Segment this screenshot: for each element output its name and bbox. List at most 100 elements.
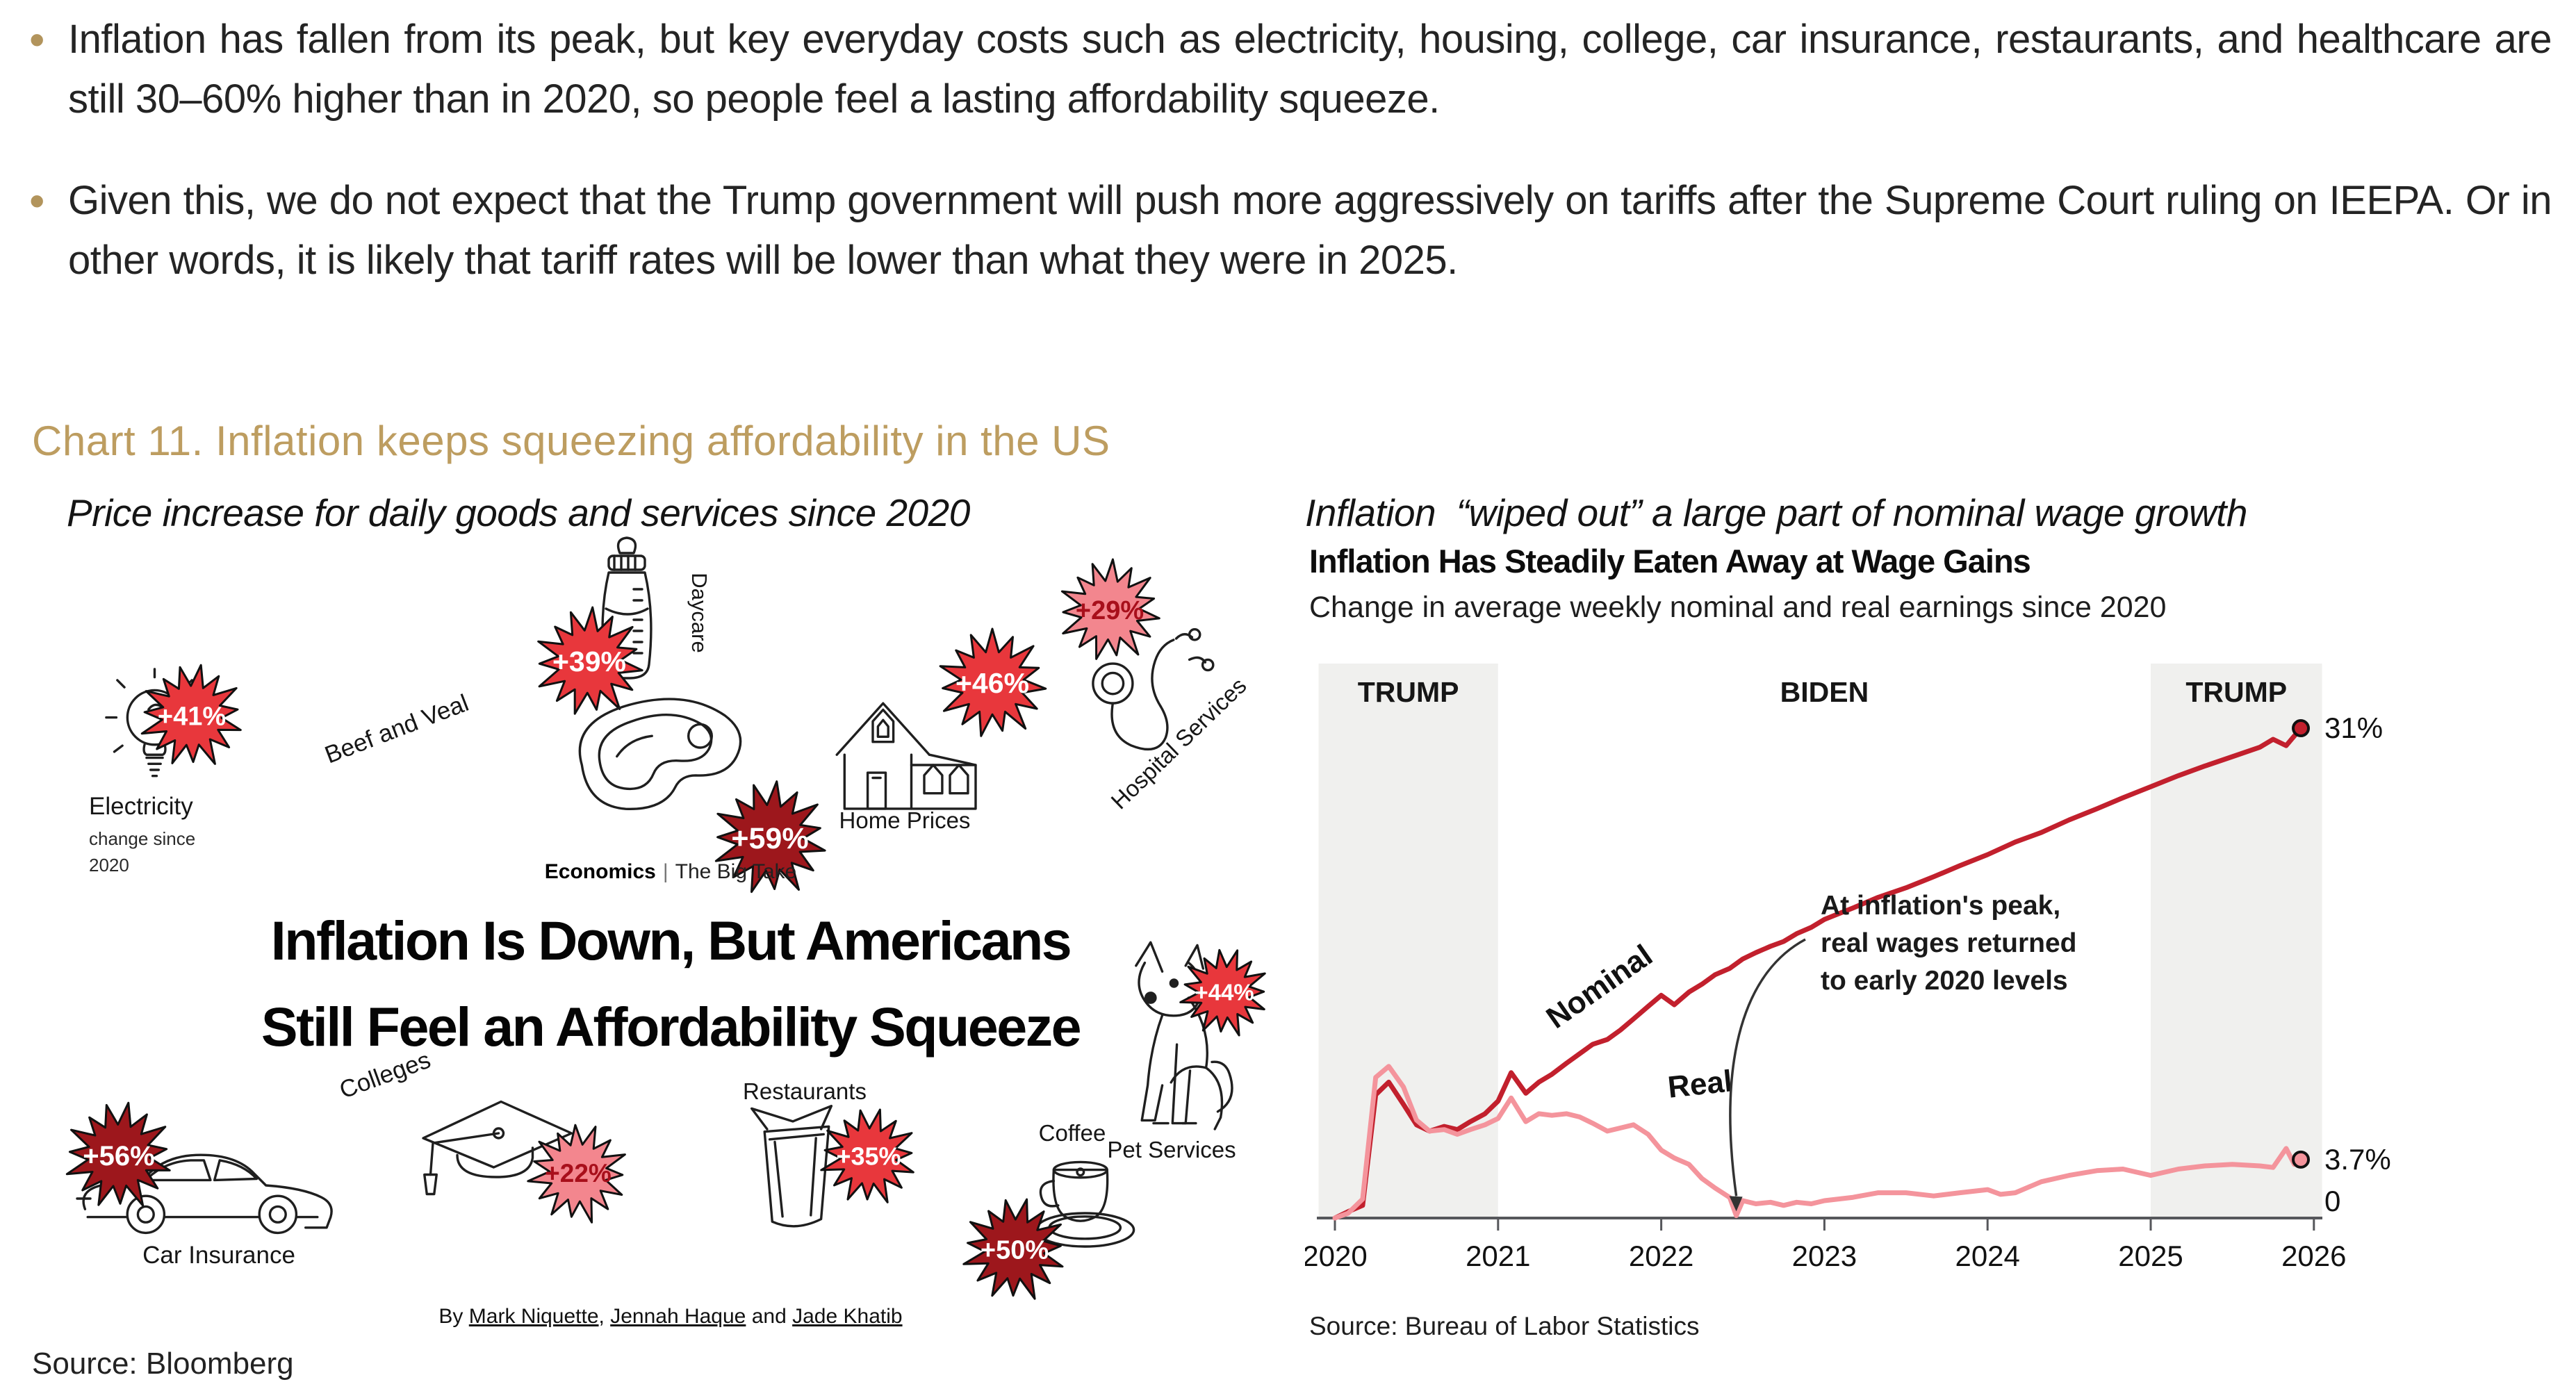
electricity-note-line: change since [89, 828, 195, 849]
byline-author-link[interactable]: Jade Khatib [792, 1305, 903, 1328]
infographic-item-car: Car Insurance +56% [65, 1101, 331, 1269]
x-tick-label: 2023 [1792, 1240, 1857, 1272]
presidency-bands: TRUMP BIDEN TRUMP [1318, 664, 2322, 1219]
pet-label: Pet Services [1107, 1137, 1236, 1162]
hospital-starburst: +29% [1060, 558, 1160, 660]
president-label: TRUMP [2185, 676, 2287, 708]
nominal-end-label: 31% [2324, 712, 2383, 744]
daycare-label: Daycare [687, 573, 712, 652]
infographic-item-pet: Pet Services +44% [1107, 942, 1266, 1162]
byline-author-link[interactable]: Mark Niquette [468, 1305, 599, 1328]
coffee-label: Coffee [1039, 1120, 1106, 1146]
infographic-item-daycare: Daycare +39% [537, 538, 712, 715]
wage-chart-subtitle: Change in average weekly nominal and rea… [1309, 591, 2167, 624]
affordability-infographic: Electricity change since 2020 +41% Daycare +3… [65, 535, 1266, 1300]
daycare-starburst: +39% [537, 606, 643, 715]
nominal-end-dot [2292, 719, 2311, 738]
bullet-text: Given this, we do not expect that the Tr… [68, 178, 2552, 283]
hospital-icon [1093, 630, 1213, 750]
wage-chart-title: Inflation Has Steadily Eaten Away at Wag… [1309, 543, 2031, 579]
restaurants-icon [752, 1106, 832, 1226]
starburst-value: +50% [981, 1235, 1049, 1265]
bloomberg-brand-line: Economics | The Big Take [254, 860, 1088, 884]
pet-icon [1136, 942, 1232, 1129]
beef-icon [580, 699, 740, 809]
starburst-value: +39% [552, 645, 626, 677]
bullet-item-1: • Inflation has fallen from its peak, but… [29, 10, 2552, 129]
x-tick-label: 2024 [1955, 1240, 2019, 1272]
band-trump-2 [2151, 664, 2322, 1219]
colleges-icon [423, 1102, 572, 1194]
colleges-starburst: +22% [527, 1124, 626, 1224]
byline-author-link[interactable]: Jennah Haque [610, 1305, 746, 1328]
zero-label: 0 [2324, 1185, 2340, 1217]
infographic-item-colleges: Colleges+22% [336, 1046, 626, 1224]
home-icon [837, 703, 976, 809]
president-label: TRUMP [1358, 676, 1459, 708]
byline: By Mark Niquette, Jennah Haque and Jade … [438, 1305, 903, 1328]
real-line [1332, 1064, 2304, 1221]
x-tick-label: 2022 [1629, 1240, 1693, 1272]
home-label: Home Prices [839, 807, 971, 833]
annotation: At inflation's peak, real wages returned t… [1729, 891, 2076, 1212]
headline-line1: Inflation Is Down, But Americans [270, 910, 1072, 971]
infographic-item-restaurants: Restaurants +35% [743, 1078, 914, 1226]
x-tick-label: 2025 [2118, 1240, 2183, 1272]
starburst-shape [527, 1124, 626, 1224]
car-label: Car Insurance [142, 1242, 295, 1269]
starburst-value: +29% [1076, 596, 1144, 625]
nominal-line [1332, 725, 2304, 1221]
headline-line2: Still Feel an Affordability Squeeze [261, 996, 1082, 1058]
coffee-starburst: +50% [962, 1198, 1064, 1300]
starburst-shape [65, 1101, 171, 1207]
bullet-text: Inflation has fallen from its peak, but … [68, 17, 2552, 122]
starburst-value: +44% [1195, 979, 1254, 1005]
wage-chart-source: Source: Bureau of Labor Statistics [1309, 1312, 1700, 1340]
starburst-shape [939, 627, 1047, 737]
beef-label: Beef and Veal [321, 689, 472, 769]
x-axis: 2020 2021 2022 2023 2024 2025 2026 [1305, 1217, 2347, 1272]
real-end-label: 3.7% [2324, 1143, 2391, 1176]
bullet-marker-icon: • [29, 176, 45, 226]
starburst-value: +22% [545, 1159, 612, 1187]
car-starburst: +56% [65, 1101, 171, 1207]
starburst-value: +41% [158, 702, 226, 731]
annotation-arrow [1729, 938, 1806, 1196]
slide-source: Source: Bloomberg [32, 1347, 294, 1381]
electricity-starburst: +41% [140, 664, 242, 765]
left-panel-subtitle: Price increase for daily goods and servi… [67, 491, 970, 534]
restaurants-label: Restaurants [743, 1078, 867, 1104]
infographic-item-home: Home Prices +46% [837, 627, 1047, 833]
starburst-shape [820, 1108, 914, 1203]
bullet-item-2: • Given this, we do not expect that the T… [29, 171, 2552, 290]
infographic-item-hospital: Hospital Services+29% [1060, 558, 1252, 814]
electricity-label: Electricity [89, 793, 193, 820]
starburst-value: +56% [83, 1141, 154, 1171]
beef-starburst: +59% [714, 780, 826, 894]
annotation-line: real wages returned [1821, 928, 2076, 958]
brand-name: The Big Take [675, 860, 797, 883]
right-panel-subtitle: Inflation “wiped out” a large part of no… [1305, 491, 2247, 534]
x-tick-label: 2021 [1466, 1240, 1530, 1272]
president-label: BIDEN [1780, 676, 1869, 708]
nominal-series-label: Nominal [1541, 938, 1659, 1035]
chart-section-title: Chart 11. Inflation keeps squeezing affo… [32, 418, 1110, 464]
starburst-shape [1179, 948, 1266, 1037]
series-real [1332, 1064, 2304, 1221]
brand-divider: | [662, 860, 668, 883]
annotation-line: At inflation's peak, [1821, 891, 2060, 921]
brand-section: Economics [544, 860, 656, 883]
starburst-shape [1060, 558, 1160, 660]
series-nominal [1332, 725, 2304, 1221]
annotation-line: to early 2020 levels [1821, 966, 2068, 996]
starburst-shape [962, 1198, 1064, 1300]
infographic-item-coffee: Coffee +50% [962, 1120, 1134, 1300]
pet-starburst: +44% [1179, 948, 1266, 1037]
infographic-item-electricity: Electricity change since 2020 +41% [89, 664, 242, 875]
electricity-note-line: 2020 [89, 855, 129, 875]
restaurants-starburst: +35% [820, 1108, 914, 1203]
x-tick-label: 2026 [2281, 1240, 2346, 1272]
